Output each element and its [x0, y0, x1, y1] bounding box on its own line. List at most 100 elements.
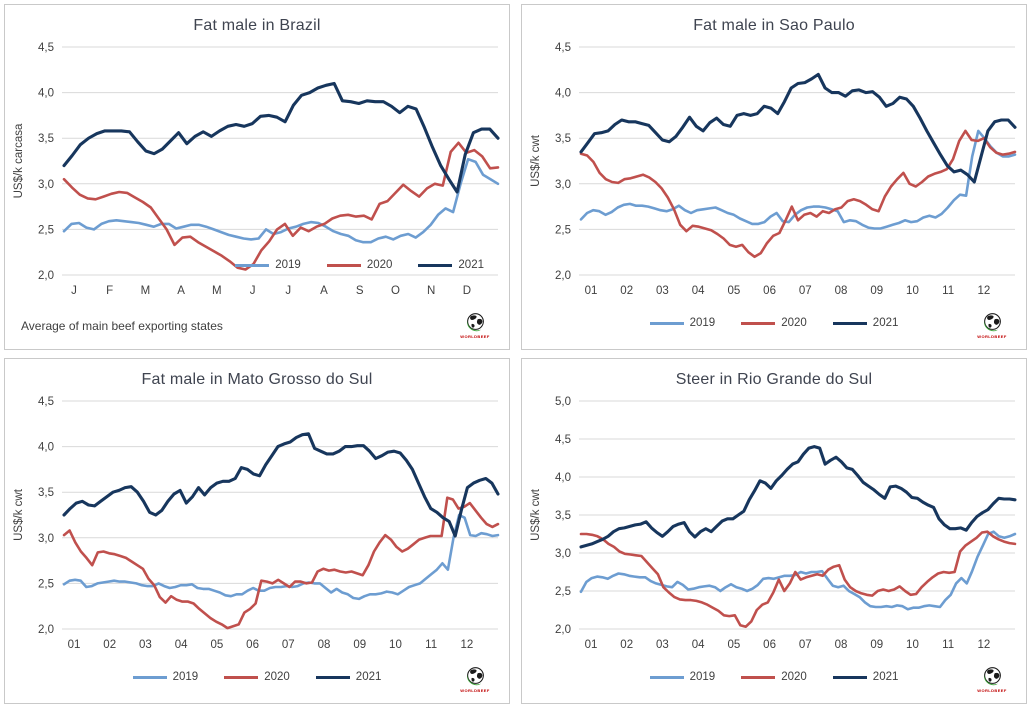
legend-swatch-2019 [649, 321, 684, 325]
legend: 2019 2020 2021 [524, 317, 1024, 329]
x-tick-label: 11 [942, 285, 954, 297]
x-tick-label: M [212, 285, 222, 297]
chart-title: Steer in Rio Grande do Sul [675, 371, 873, 388]
y-tick-label: 3,0 [38, 179, 54, 191]
legend-label: 2021 [872, 317, 899, 329]
x-tick-label: 12 [977, 639, 990, 651]
y-tick-label: 2,0 [38, 270, 54, 282]
series-line-2020 [62, 141, 500, 271]
series-line-2019 [579, 530, 1017, 611]
globe-icon [466, 667, 484, 686]
legend-item-2019: 2019 [235, 259, 301, 271]
legend: 2019 2020 2021 [7, 671, 507, 683]
x-tick-label: O [391, 285, 400, 297]
series-line-2019 [579, 129, 1017, 230]
panel-footer: 2019 2020 2021 WORLDBEEF [7, 665, 507, 703]
y-tick-label: 4,5 [38, 396, 54, 408]
series-line-2021 [579, 445, 1017, 549]
line-plot: 2,0 2,5 3,0 3,5 4,0 4,5 US$/k carcasa J F M A M J J A S… [13, 42, 500, 297]
x-tick-label: 10 [906, 285, 919, 297]
legend-label: 2019 [275, 259, 301, 271]
legend: 2019 2020 2021 [524, 671, 1024, 683]
globe-icon [983, 313, 1001, 332]
worldbeef-logo: WORLDBEEF [974, 311, 1010, 339]
y-tick-label: 3,0 [555, 179, 571, 191]
x-tick-label: 02 [620, 639, 633, 651]
y-tick-label: 4,0 [38, 88, 54, 100]
x-tick-label: 08 [835, 639, 848, 651]
legend-swatch-2019 [235, 263, 270, 267]
x-tick-label: 10 [906, 639, 919, 651]
panel-footer: Average of main beef exporting states WO… [7, 311, 507, 349]
legend-swatch-2019 [649, 675, 684, 679]
legend-item-2020: 2020 [326, 259, 393, 271]
x-tick-label: 02 [620, 285, 633, 297]
chart-panel-fat-male-sao-paulo: Fat male in Sao Paulo 2,0 2,5 3,0 3,5 4,0 4,5… [521, 4, 1027, 350]
y-tick-label: 2,0 [38, 624, 54, 636]
series-line-2021 [62, 432, 500, 538]
chart-footnote: Average of main beef exporting states [21, 319, 223, 333]
x-tick-label: 01 [585, 285, 598, 297]
x-tick-label: A [320, 285, 328, 297]
legend-swatch-2021 [832, 321, 867, 325]
x-tick-label: A [177, 285, 185, 297]
legend-label: 2021 [458, 259, 484, 271]
series-line-2019 [62, 157, 500, 244]
y-tick-label: 3,5 [38, 133, 54, 145]
logo-caption: WORLDBEEF [977, 334, 1007, 339]
x-tick-label: 09 [870, 639, 883, 651]
x-tick-label: J [285, 285, 291, 297]
globe-icon [466, 313, 484, 332]
x-tick-label: 08 [318, 639, 331, 651]
legend-label: 2019 [172, 671, 199, 683]
x-tick-label: 04 [175, 639, 188, 651]
y-tick-label: 5,0 [555, 396, 571, 408]
y-tick-label: 2,5 [38, 578, 54, 590]
y-tick-label: 3,0 [38, 533, 54, 545]
y-tick-label: 4,0 [555, 472, 571, 484]
series-line-2020 [579, 129, 1017, 259]
legend-label: 2020 [366, 259, 393, 271]
legend-swatch-2020 [741, 675, 776, 679]
legend-swatch-2020 [741, 321, 776, 325]
legend-label: 2020 [264, 671, 290, 683]
worldbeef-logo: WORLDBEEF [457, 665, 493, 693]
y-tick-label: 3,5 [555, 133, 571, 145]
x-tick-label: 06 [763, 639, 776, 651]
x-tick-label: 05 [727, 285, 740, 297]
globe-icon [983, 667, 1001, 686]
y-tick-label: 3,5 [38, 487, 54, 499]
x-tick-label: 04 [692, 285, 705, 297]
legend-swatch-2020 [224, 675, 259, 679]
worldbeef-logo: WORLDBEEF [457, 311, 493, 339]
chart-panel-fat-male-mato-grosso-do-sul: Fat male in Mato Grosso do Sul 2,0 2,5 3,0… [4, 358, 510, 704]
x-tick-label: 07 [799, 639, 812, 651]
x-tick-label: F [106, 285, 113, 297]
legend-swatch-2020 [326, 263, 361, 267]
y-tick-label: 4,0 [555, 88, 571, 100]
x-tick-label: 01 [585, 639, 598, 651]
x-tick-label: 11 [425, 639, 437, 651]
x-tick-label: 05 [727, 639, 740, 651]
panel-footer: 2019 2020 2021 WORLDBEEF [524, 665, 1024, 703]
x-tick-label: 05 [210, 639, 223, 651]
legend-item-2021: 2021 [832, 317, 899, 329]
legend-item-2019: 2019 [132, 671, 199, 683]
legend-item-2019: 2019 [649, 671, 715, 683]
x-tick-label: 10 [389, 639, 402, 651]
y-tick-label: 4,5 [555, 434, 571, 446]
x-tick-label: 09 [353, 639, 366, 651]
y-axis-title: US$/k cwt [13, 488, 25, 541]
legend-label: 2019 [689, 317, 716, 329]
y-tick-label: 2,5 [555, 224, 571, 236]
panel-footer: 2019 2020 2021 WORLDBEEF [524, 311, 1024, 349]
x-tick-label: 03 [656, 285, 669, 297]
worldbeef-logo: WORLDBEEF [974, 665, 1010, 693]
x-tick-label: 12 [460, 639, 473, 651]
series-line-2021 [579, 72, 1017, 184]
chart-title: Fat male in Mato Grosso do Sul [141, 371, 373, 388]
y-axis-title: US$/k cwt [530, 134, 542, 187]
y-tick-label: 4,5 [555, 42, 571, 54]
legend-swatch-2021 [315, 675, 350, 679]
line-plot: 2,0 2,5 3,0 3,5 4,0 4,5 US$/k cwt 01 02 03 04 05 06 0… [530, 42, 1017, 297]
